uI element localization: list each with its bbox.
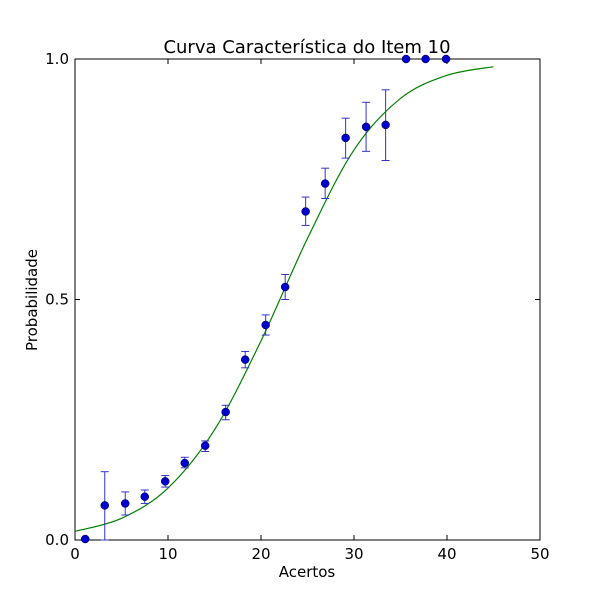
x-tick-label: 20 — [251, 545, 270, 563]
data-point — [100, 501, 110, 510]
data-point — [261, 320, 270, 330]
data-point — [361, 122, 371, 132]
plot-area — [74, 58, 541, 541]
data-point — [320, 179, 330, 188]
x-tick-label: 10 — [158, 545, 177, 563]
x-tick-label: 40 — [437, 545, 456, 563]
axis-ticks: 0 10 20 30 40 50 0.0 0.5 1.0 — [45, 50, 549, 563]
data-point — [401, 54, 411, 64]
data-point — [80, 534, 90, 544]
data-point — [341, 133, 350, 143]
chart-title: Curva Característica do Item 10 — [163, 37, 450, 58]
data-point — [221, 407, 230, 417]
y-axis-label: Probabilidade — [23, 249, 41, 351]
y-tick-label: 1.0 — [45, 50, 69, 68]
data-point — [140, 492, 149, 501]
x-axis-label: Acertos — [279, 563, 336, 581]
data-point — [280, 282, 290, 292]
x-tick-label: 50 — [530, 545, 549, 563]
data-point — [301, 207, 310, 216]
data-point — [381, 120, 390, 130]
x-tick-label: 0 — [70, 545, 80, 563]
data-points-layer — [80, 54, 451, 544]
data-point — [240, 355, 250, 364]
data-point — [200, 441, 210, 450]
y-tick-label: 0.0 — [45, 531, 69, 549]
data-point — [120, 499, 130, 508]
y-tick-label: 0.5 — [45, 291, 69, 309]
x-tick-label: 30 — [344, 545, 363, 563]
data-point — [180, 458, 189, 468]
data-point — [421, 54, 430, 64]
data-point — [160, 477, 170, 486]
data-point — [441, 54, 451, 64]
